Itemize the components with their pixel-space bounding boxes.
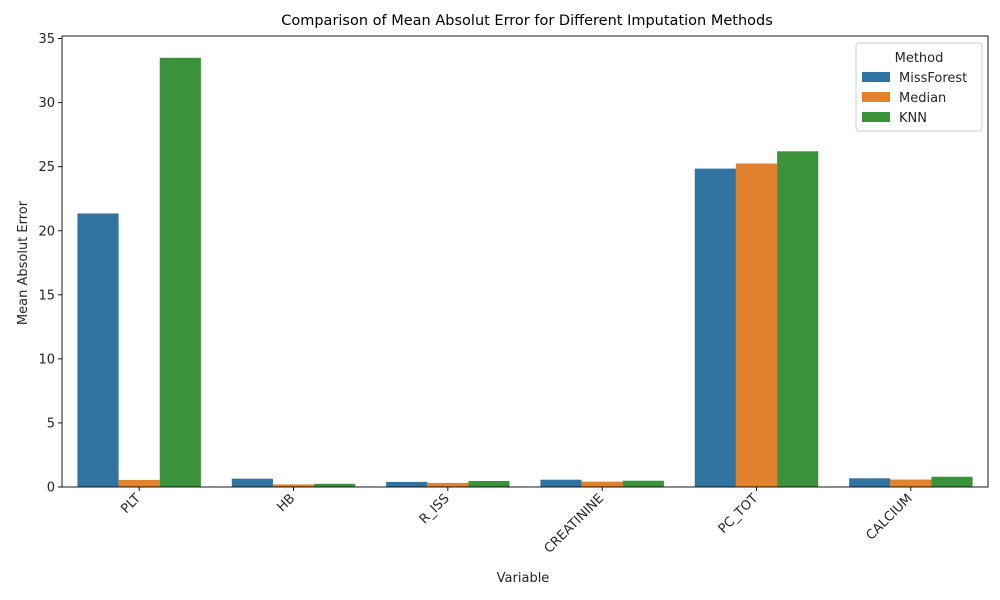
bar-knn-pc_tot	[777, 151, 819, 487]
bar-missforest-creatinine	[540, 479, 582, 487]
bar-knn-r_iss	[468, 480, 510, 487]
x-tick-label-creatinine: CREATININE	[542, 491, 607, 556]
legend: Method MissForest Median KNN	[855, 42, 983, 132]
bar-knn-creatinine	[622, 480, 664, 487]
bar-median-pc_tot	[735, 163, 778, 488]
x-axis-label: Variable	[497, 571, 550, 586]
legend-title: Method	[895, 51, 944, 66]
plot-frame	[61, 35, 989, 488]
legend-label-missforest: MissForest	[899, 71, 967, 86]
x-tick-label-hb: HB	[274, 491, 298, 515]
y-tick-label: 35	[38, 32, 55, 47]
bar-median-plt	[118, 479, 160, 487]
y-tick-label: 30	[38, 96, 55, 111]
x-tick-label-pc_tot: PC_TOT	[716, 491, 762, 537]
x-tick-label-r_iss: R_ISS	[417, 491, 453, 527]
legend-box	[855, 42, 983, 132]
y-tick-label: 20	[38, 224, 55, 239]
legend-swatch-missforest	[862, 72, 890, 82]
legend-label-knn: KNN	[899, 111, 927, 126]
legend-swatch-knn	[862, 112, 890, 122]
y-axis-label: Mean Absolut Error	[16, 200, 31, 325]
bars-group	[77, 57, 973, 488]
bar-missforest-hb	[231, 478, 273, 487]
y-tick-label: 25	[38, 160, 55, 175]
y-tick-label: 10	[38, 352, 55, 367]
bar-missforest-pc_tot	[694, 168, 736, 488]
legend-swatch-median	[862, 92, 890, 102]
bar-knn-calcium	[931, 476, 973, 487]
bar-median-hb	[272, 484, 315, 487]
y-tick-label: 15	[38, 288, 55, 303]
bar-median-r_iss	[427, 482, 469, 487]
x-tick-label-calcium: CALCIUM	[863, 491, 915, 543]
bar-missforest-r_iss	[386, 481, 428, 488]
bar-missforest-plt	[77, 213, 119, 487]
bar-median-calcium	[890, 479, 932, 487]
y-tick-label: 5	[47, 416, 55, 431]
bar-knn-hb	[314, 483, 356, 487]
x-tick-label-plt: PLT	[118, 491, 144, 517]
chart-title: Comparison of Mean Absolut Error for Dif…	[281, 13, 773, 29]
bar-knn-plt	[159, 57, 201, 487]
bar-missforest-calcium	[849, 478, 891, 487]
y-tick-label: 0	[47, 481, 55, 496]
bar-median-creatinine	[581, 481, 623, 487]
legend-label-median: Median	[899, 91, 946, 106]
